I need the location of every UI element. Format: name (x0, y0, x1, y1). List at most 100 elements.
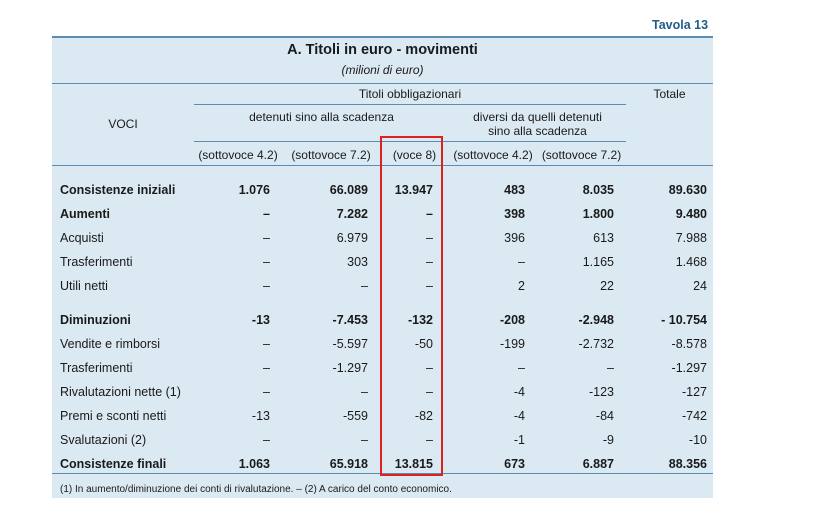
footer-rule (52, 473, 713, 474)
row-value: -1.297 (332, 361, 368, 375)
row-value: 398 (504, 207, 525, 221)
row-label: Consistenze finali (60, 457, 167, 471)
row-value: 22 (600, 279, 614, 293)
row-value: – (607, 361, 614, 375)
row-value: – (426, 255, 433, 269)
row-value: -127 (681, 385, 707, 399)
row-value: – (263, 255, 270, 269)
row-value: 483 (504, 183, 525, 197)
data-table: Consistenze iniziali 1.076 66.089 13.947 483… (52, 178, 713, 476)
row-value: -1.297 (671, 361, 707, 375)
row-value: -123 (588, 385, 614, 399)
row-label: Trasferimenti (60, 361, 133, 375)
row-label: Svalutazioni (2) (60, 433, 147, 447)
row-value: -208 (499, 313, 525, 327)
row-value: 7.282 (336, 207, 368, 221)
table-row: Aumenti – 7.282 – 398 1.800 9.480 (52, 202, 713, 226)
row-value: 24 (693, 279, 707, 293)
row-value: – (426, 385, 433, 399)
row-value: – (263, 279, 270, 293)
table-row: Rivalutazioni nette (1) – – – -4 -123 -127 (52, 380, 713, 404)
row-value: 13.947 (394, 183, 433, 197)
table-row: Svalutazioni (2) – – – -1 -9 -10 (52, 428, 713, 452)
row-value: -13 (251, 313, 270, 327)
row-value: – (263, 207, 270, 221)
row-value: – (263, 433, 270, 447)
row-value: -4 (513, 409, 525, 423)
row-value: - 10.754 (661, 313, 707, 327)
row-value: 66.089 (329, 183, 368, 197)
row-label: Aumenti (60, 207, 110, 221)
header-sub-1: (sottovoce 4.2) (198, 148, 278, 162)
header-bottom-rule (52, 165, 713, 166)
row-value: – (263, 385, 270, 399)
row-value: 1.165 (582, 255, 614, 269)
row-value: 1.468 (675, 255, 707, 269)
table-row: Consistenze iniziali 1.076 66.089 13.947 483… (52, 178, 713, 202)
row-label: Trasferimenti (60, 255, 133, 269)
header-sub-5: (sottovoce 7.2) (541, 148, 622, 162)
table-title: A. Titoli in euro - movimenti (287, 42, 478, 58)
row-value: -82 (414, 409, 433, 423)
table-row: Acquisti – 6.979 – 396 613 7.988 (52, 226, 713, 250)
row-label: Utili netti (60, 279, 108, 293)
row-value: 88.356 (668, 457, 707, 471)
row-value: – (426, 433, 433, 447)
row-label: Vendite e rimborsi (60, 337, 161, 351)
row-label: Premi e sconti netti (60, 409, 167, 423)
header-sub-2: (sottovoce 7.2) (291, 148, 371, 162)
row-value: 1.063 (238, 457, 270, 471)
row-value: 65.918 (329, 457, 368, 471)
header-sub-4: (sottovoce 4.2) (453, 148, 533, 162)
row-value: -199 (499, 337, 525, 351)
row-value: 6.887 (582, 457, 614, 471)
row-value: – (426, 279, 433, 293)
row-value: 673 (504, 457, 525, 471)
row-value: 9.480 (675, 207, 707, 221)
header-voci: VOCI (108, 117, 138, 131)
row-value: 396 (504, 231, 525, 245)
row-label: Rivalutazioni nette (1) (60, 385, 181, 399)
header-detenuti: detenuti sino alla scadenza (249, 110, 394, 124)
footnote: (1) In aumento/diminuzione dei conti di … (60, 484, 452, 495)
row-value: – (518, 361, 525, 375)
top-rule (52, 36, 713, 38)
table-panel: A. Titoli in euro - movimenti (milioni d… (52, 36, 713, 498)
table-number: Tavola 13 (652, 18, 709, 32)
row-value: – (263, 361, 270, 375)
table-row: Utili netti – – –2 22 24 (52, 274, 713, 298)
row-value: 7.988 (675, 231, 707, 245)
title-rule (52, 83, 713, 84)
row-value: -10 (688, 433, 707, 447)
row-value: – (361, 385, 368, 399)
table-row: Consistenze finali 1.063 65.918 13.815 673 6.… (52, 452, 713, 476)
table-subtitle: (milioni di euro) (341, 63, 424, 77)
header-titoli-obbligazionari: Titoli obbligazionari (358, 87, 462, 101)
row-value: -7.453 (332, 313, 368, 327)
row-value: -9 (602, 433, 614, 447)
row-value: 6.979 (336, 231, 368, 245)
row-value: – (361, 279, 368, 293)
row-value: – (426, 207, 433, 221)
row-value: 613 (593, 231, 614, 245)
row-value: 1.076 (238, 183, 270, 197)
header-diversi-line1: diversi da quelli detenuti (473, 110, 602, 124)
row-value: 2 (518, 279, 525, 293)
header-diversi-line2: sino alla scadenza (488, 124, 587, 138)
row-value: 8.035 (582, 183, 614, 197)
row-value: – (426, 231, 433, 245)
header-rule-2 (194, 141, 626, 142)
row-value: -50 (414, 337, 433, 351)
row-value: -1 (513, 433, 525, 447)
table-row: Trasferimenti – 303 – – 1.165 1.468 (52, 250, 713, 274)
header-sub-3: (voce 8) (392, 148, 437, 162)
table-row: Diminuzioni -13 -7.453 -132 -208 -2.948 - 10.7… (52, 308, 713, 332)
table-row: Vendite e rimborsi – -5.597 -50 -199 -2.732 -8… (52, 332, 713, 356)
row-value: -2.948 (578, 313, 614, 327)
row-value: -4 (513, 385, 525, 399)
row-label: Diminuzioni (60, 313, 131, 327)
table-row: Premi e sconti netti -13 -559 -82 -4 -84 -742 (52, 404, 713, 428)
row-label: Acquisti (60, 231, 104, 245)
row-value: 13.815 (394, 457, 433, 471)
row-value: 1.800 (582, 207, 614, 221)
